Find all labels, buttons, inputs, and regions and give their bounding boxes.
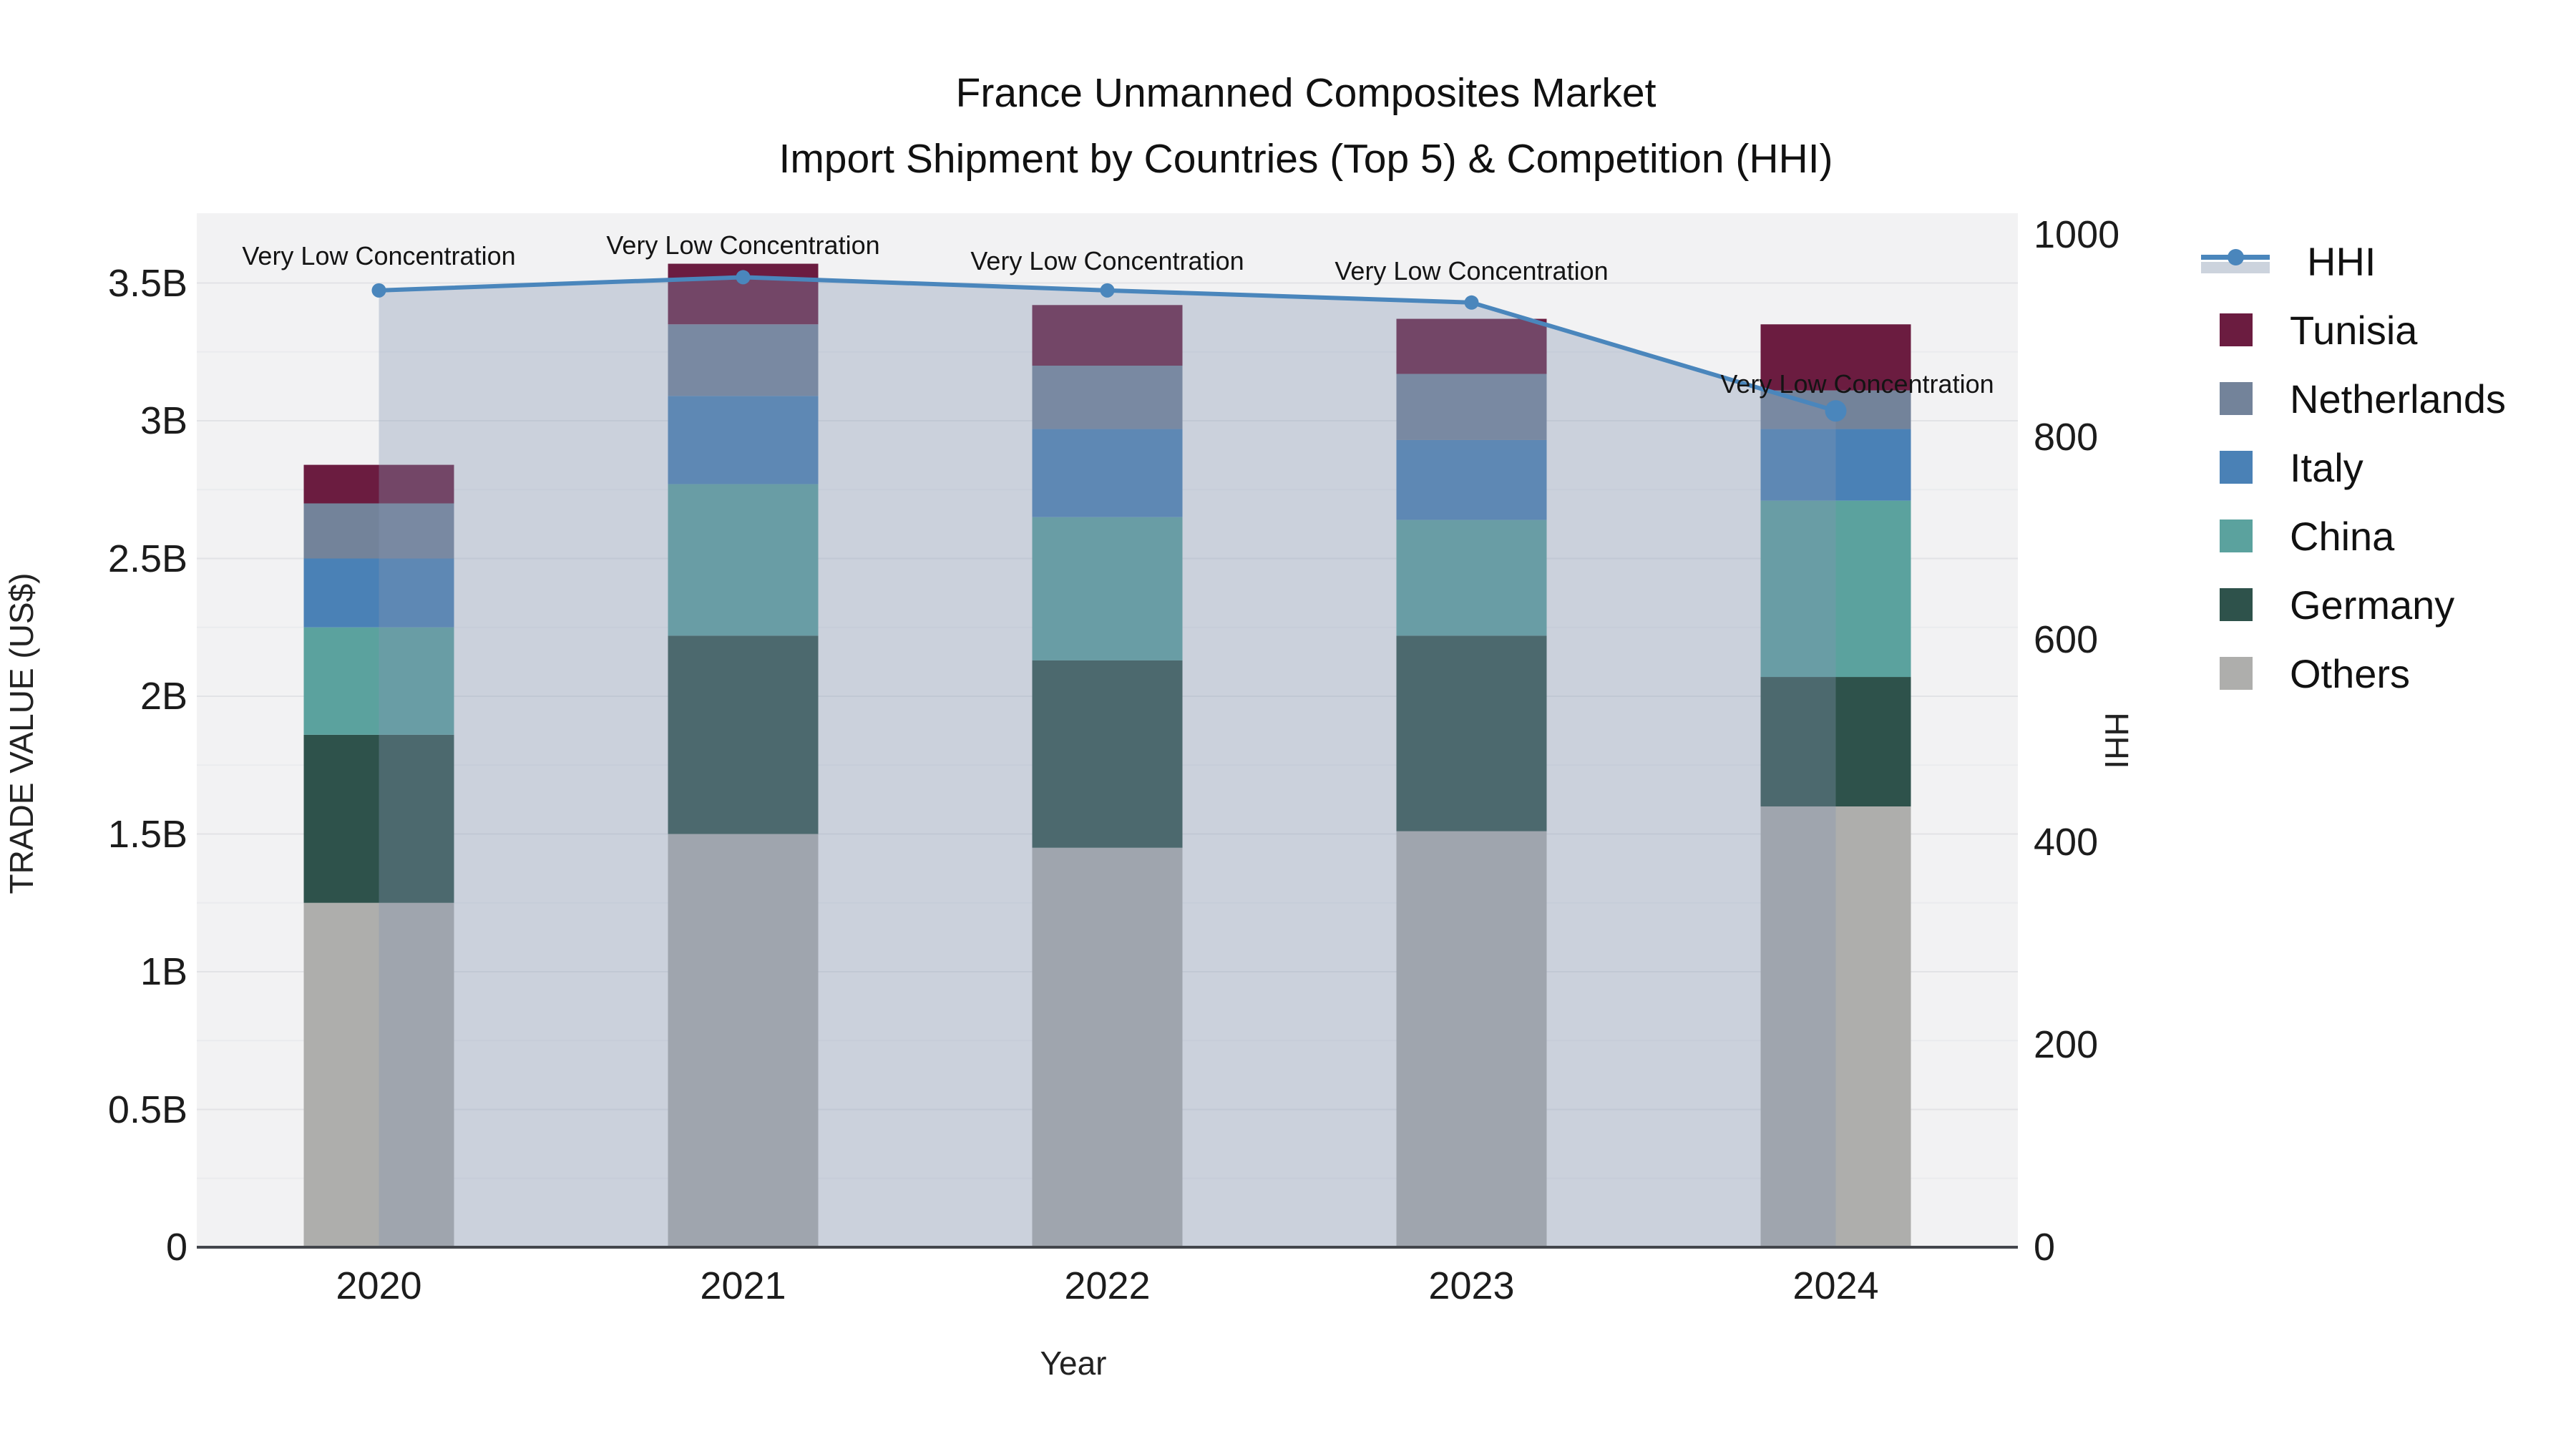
y-left-tick-2B: 2B	[140, 675, 187, 718]
annotation-2024: Very Low Concentration	[1720, 369, 1994, 399]
bar-segment-2024-china	[1760, 500, 1911, 678]
hhi-marker-2023	[1464, 295, 1479, 310]
bar-segment-2022-tunisia	[1032, 305, 1183, 366]
legend-swatch-italy	[2220, 451, 2253, 484]
bar-segment-2020-germany	[303, 734, 454, 903]
bar-segment-2023-china	[1396, 519, 1547, 636]
hhi-marker-2021	[736, 270, 751, 285]
y-right-tick-1000: 1000	[2034, 213, 2120, 256]
y-right-axis-title: HHI	[2098, 712, 2135, 769]
y-left-tick-0: 0	[165, 1226, 187, 1269]
legend-item-germany: Germany	[2191, 574, 2454, 635]
bar-segment-2022-netherlands	[1032, 366, 1183, 429]
bar-segment-2020-netherlands	[303, 503, 454, 559]
y-right-tick-200: 200	[2034, 1023, 2099, 1066]
y-left-tick-1B: 1B	[140, 950, 187, 993]
bar-segment-2024-germany	[1760, 677, 1911, 806]
legend-label-others: Others	[2290, 650, 2411, 696]
bar-segment-2020-tunisia	[303, 464, 454, 504]
legend-label-italy: Italy	[2290, 444, 2363, 490]
annotation-2020: Very Low Concentration	[242, 240, 516, 270]
bar-segment-2022-germany	[1032, 660, 1183, 848]
x-tick-2020: 2020	[336, 1264, 422, 1307]
bar-segment-2023-italy	[1396, 439, 1547, 520]
hhi-marker-2020	[371, 283, 386, 298]
bar-segment-2021-germany	[668, 635, 819, 834]
bar-segment-2024-others	[1760, 806, 1911, 1247]
y-left-tick-2.5B: 2.5B	[107, 537, 187, 580]
bar-segment-2023-others	[1396, 831, 1547, 1247]
annotation-2021: Very Low Concentration	[606, 230, 880, 260]
chart-title: France Unmanned Composites Market Import…	[779, 60, 1833, 192]
chart-title-line1: France Unmanned Composites Market	[955, 70, 1657, 116]
bar-segment-2020-others	[303, 902, 454, 1247]
hhi-area-legend-band	[2201, 262, 2270, 273]
legend-label-tunisia: Tunisia	[2290, 307, 2418, 353]
legend-item-china: China	[2191, 505, 2394, 567]
legend-label-germany: Germany	[2290, 582, 2455, 628]
bar-segment-2023-tunisia	[1396, 318, 1547, 374]
bar-segment-2023-germany	[1396, 635, 1547, 831]
bar-segment-2021-others	[668, 834, 819, 1247]
bar-segment-2021-netherlands	[668, 324, 819, 396]
y-left-tick-0.5B: 0.5B	[107, 1088, 187, 1131]
legend-swatch-china	[2220, 519, 2253, 552]
hhi-marker-legend-dot	[2228, 249, 2244, 265]
legend-swatch-others	[2220, 657, 2253, 690]
bar-segment-2020-italy	[303, 558, 454, 628]
y-left-tick-1.5B: 1.5B	[107, 812, 187, 856]
legend-item-tunisia: Tunisia	[2191, 299, 2417, 361]
hhi-line-legend-sample	[2201, 243, 2270, 279]
x-tick-2023: 2023	[1428, 1264, 1515, 1307]
bar-segment-2021-china	[668, 484, 819, 636]
y-left-tick-3.5B: 3.5B	[107, 261, 187, 305]
bar-segment-2022-italy	[1032, 429, 1183, 517]
annotation-2023: Very Low Concentration	[1335, 255, 1609, 286]
hhi-marker-2022	[1100, 283, 1115, 298]
y-right-tick-800: 800	[2034, 416, 2099, 459]
y-right-tick-600: 600	[2034, 618, 2099, 661]
bar-segment-2020-china	[303, 627, 454, 735]
legend-swatch-tunisia	[2220, 313, 2253, 346]
x-tick-2021: 2021	[700, 1264, 786, 1307]
chart-title-line2: Import Shipment by Countries (Top 5) & C…	[779, 136, 1833, 182]
x-tick-2024: 2024	[1792, 1264, 1879, 1307]
bar-segment-2022-china	[1032, 517, 1183, 660]
legend-item-others: Others	[2191, 643, 2410, 704]
x-tick-2022: 2022	[1064, 1264, 1151, 1307]
legend-swatch-netherlands	[2220, 382, 2253, 415]
y-left-tick-3B: 3B	[140, 399, 187, 442]
bar-segment-2022-others	[1032, 847, 1183, 1247]
legend-swatch-germany	[2220, 588, 2253, 621]
bar-segment-2023-netherlands	[1396, 374, 1547, 440]
bar-segment-2024-italy	[1760, 429, 1911, 501]
legend-label-hhi: HHI	[2307, 238, 2376, 284]
y-left-axis-title: TRADE VALUE (US$)	[3, 572, 40, 894]
bar-segment-2021-italy	[668, 396, 819, 484]
hhi-marker-2024	[1825, 400, 1847, 422]
y-right-tick-0: 0	[2034, 1226, 2056, 1269]
hhi-area-fill	[379, 277, 1836, 1248]
x-axis-title: Year	[1040, 1345, 1107, 1382]
legend-item-netherlands: Netherlands	[2191, 368, 2506, 429]
annotation-2022: Very Low Concentration	[970, 245, 1244, 275]
legend-label-china: China	[2290, 513, 2395, 559]
bar-segment-2024-tunisia	[1760, 324, 1911, 391]
legend-item-hhi: HHI	[2191, 230, 2376, 292]
legend-item-italy: Italy	[2191, 436, 2363, 498]
y-right-tick-400: 400	[2034, 821, 2099, 864]
legend-label-netherlands: Netherlands	[2290, 376, 2506, 421]
